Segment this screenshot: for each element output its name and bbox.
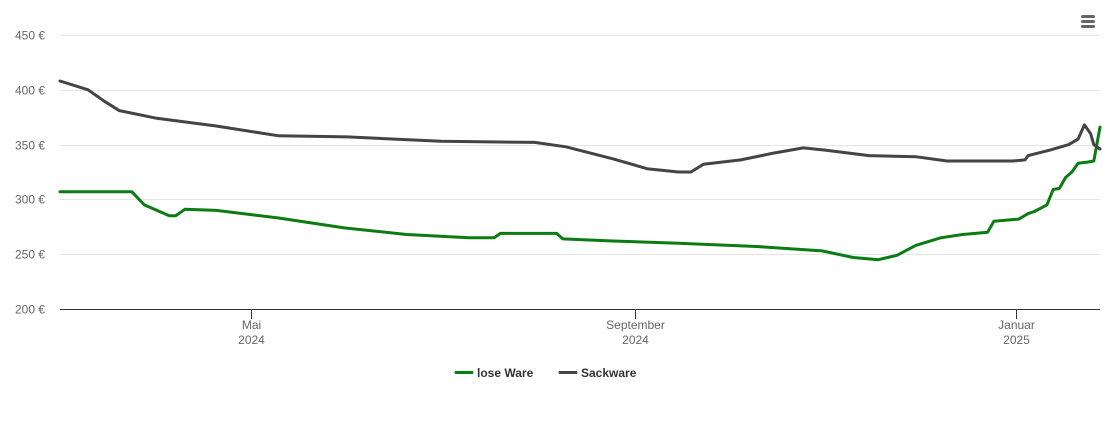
menu-bar xyxy=(1081,20,1095,23)
series-line-sackware xyxy=(58,79,1102,174)
y-tick-label: 450 € xyxy=(15,29,45,43)
x-tick-label: Mai xyxy=(242,318,261,332)
x-axis xyxy=(60,309,1100,319)
series-line-lose-ware xyxy=(58,125,1102,262)
series-lines xyxy=(58,79,1102,262)
hamburger-menu-icon[interactable] xyxy=(1077,12,1099,32)
gridlines xyxy=(60,35,1100,255)
y-tick-label: 200 € xyxy=(15,303,45,317)
menu-bar xyxy=(1081,25,1095,28)
y-axis-tick-labels: 200 € 250 € 300 € 350 € 400 € 450 € xyxy=(15,29,45,317)
legend-label: Sackware xyxy=(581,366,637,380)
x-tick-label: September xyxy=(606,318,665,332)
y-tick-label: 350 € xyxy=(15,139,45,153)
legend-item[interactable]: Sackware xyxy=(558,366,637,380)
legend-label: lose Ware xyxy=(477,366,534,380)
y-tick-label: 300 € xyxy=(15,193,45,207)
x-tick-year-label: 2025 xyxy=(1003,333,1030,347)
x-tick-label: Januar xyxy=(998,318,1035,332)
y-tick-label: 400 € xyxy=(15,84,45,98)
legend[interactable]: lose Ware Sackware xyxy=(454,366,637,380)
y-tick-label: 250 € xyxy=(15,248,45,262)
legend-item[interactable]: lose Ware xyxy=(454,366,534,380)
menu-bar xyxy=(1081,15,1095,18)
x-tick-year-label: 2024 xyxy=(622,333,649,347)
x-tick-year-label: 2024 xyxy=(238,333,265,347)
